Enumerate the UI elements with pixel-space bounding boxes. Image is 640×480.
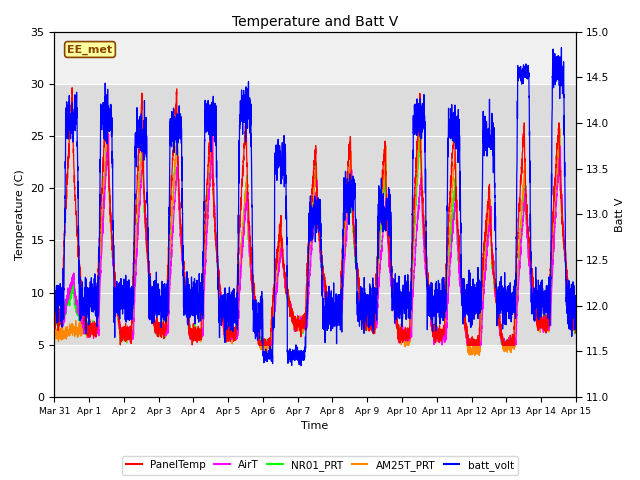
X-axis label: Time: Time <box>301 421 329 432</box>
Legend: PanelTemp, AirT, NR01_PRT, AM25T_PRT, batt_volt: PanelTemp, AirT, NR01_PRT, AM25T_PRT, ba… <box>122 456 518 475</box>
Title: Temperature and Batt V: Temperature and Batt V <box>232 15 398 29</box>
Y-axis label: Temperature (C): Temperature (C) <box>15 169 25 260</box>
Bar <box>54 84 576 345</box>
Y-axis label: Batt V: Batt V <box>615 197 625 231</box>
Text: EE_met: EE_met <box>67 44 113 55</box>
